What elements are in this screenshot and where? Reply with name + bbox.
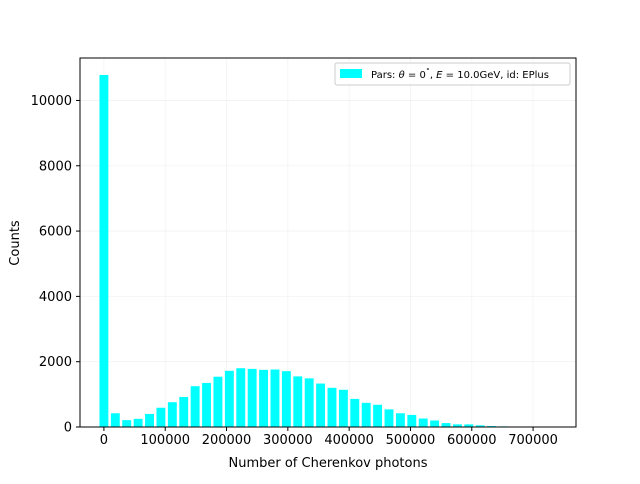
y-axis-label: Counts <box>8 220 23 266</box>
x-tick-label: 400000 <box>324 433 374 448</box>
x-tick-label: 700000 <box>508 433 558 448</box>
histogram-bar <box>191 386 200 427</box>
y-tick-label: 0 <box>64 421 72 436</box>
histogram-bar <box>282 371 291 427</box>
y-tick-label: 4000 <box>39 290 72 305</box>
histogram-bar <box>385 409 394 427</box>
histogram-bar <box>236 368 245 427</box>
histogram-bar <box>145 414 154 427</box>
histogram-bar <box>248 369 257 427</box>
legend-swatch <box>340 69 362 78</box>
histogram-bar <box>350 399 359 427</box>
y-tick-label: 8000 <box>39 159 72 174</box>
histogram-bar <box>156 408 165 427</box>
histogram-bar <box>316 384 325 427</box>
histogram-bar <box>122 420 131 427</box>
histogram-bar <box>271 370 280 427</box>
legend-theta-value: = 0 <box>405 70 426 81</box>
histogram-bar <box>99 75 108 427</box>
histogram-bar <box>225 371 234 427</box>
legend: Pars: θ = 0˚, E = 10.0GeV, id: EPlus <box>335 63 570 85</box>
histogram-bar <box>293 376 302 427</box>
histogram-bar <box>419 419 428 427</box>
axes-background <box>80 58 576 427</box>
x-tick-label: 600000 <box>447 433 497 448</box>
histogram-bar <box>430 420 439 427</box>
histogram-bar <box>134 419 143 427</box>
histogram-bar <box>179 397 188 427</box>
histogram-bar <box>328 388 337 427</box>
histogram-bar <box>362 403 371 427</box>
x-tick-label: 100000 <box>140 433 190 448</box>
legend-label: Pars: θ = 0˚, E = 10.0GeV, id: EPlus <box>371 67 549 81</box>
histogram-bar <box>111 413 120 427</box>
y-tick-label: 10000 <box>31 94 72 109</box>
histogram-bar <box>305 378 314 427</box>
x-axis-label: Number of Cherenkov photons <box>229 456 428 471</box>
x-tick-label: 200000 <box>202 433 252 448</box>
histogram-bar <box>259 370 268 427</box>
y-tick-label: 6000 <box>39 225 72 240</box>
histogram-bar <box>168 402 177 427</box>
x-tick-label: 300000 <box>263 433 313 448</box>
legend-label-prefix: Pars: <box>371 70 399 81</box>
x-tick-label: 0 <box>100 433 108 448</box>
legend-energy-value: = 10.0GeV, id: EPlus <box>443 70 549 81</box>
histogram-bar <box>407 415 416 427</box>
histogram-bar <box>202 383 211 427</box>
y-tick-label: 2000 <box>39 355 72 370</box>
histogram-bar <box>214 377 223 427</box>
histogram-bar <box>373 405 382 427</box>
x-tick-label: 500000 <box>386 433 436 448</box>
histogram-bar <box>339 390 348 427</box>
histogram-bar <box>442 423 451 427</box>
histogram-bar <box>396 413 405 427</box>
